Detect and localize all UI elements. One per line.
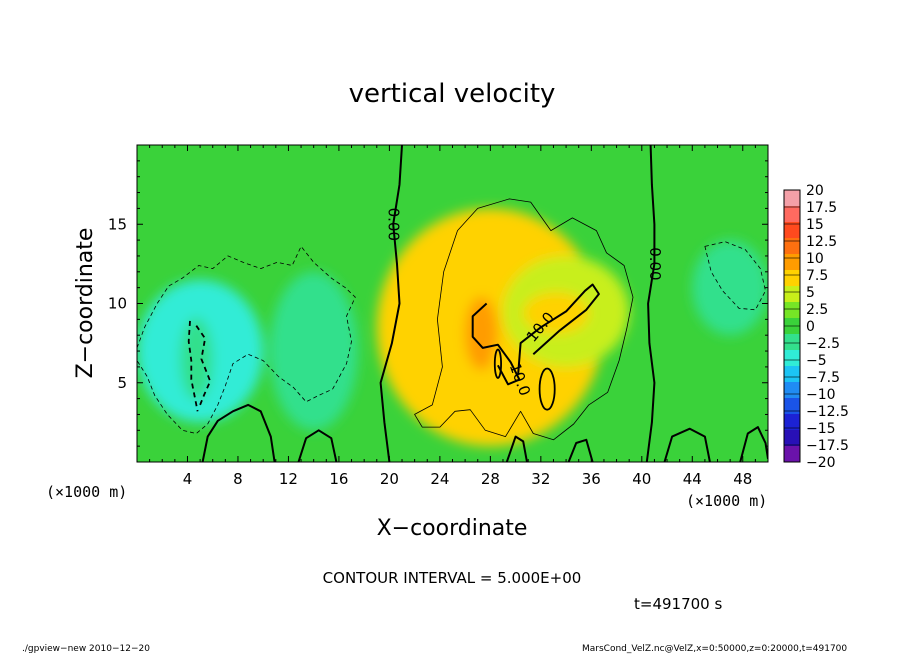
- colorbar-label: −10: [806, 387, 836, 403]
- contour-neg-thick-0: [195, 325, 212, 409]
- colorbar-swatch: [784, 222, 800, 239]
- x-axis-label: X−coordinate: [377, 516, 528, 541]
- contour-zero-1: [645, 145, 656, 462]
- contour-label-1: 0.00: [646, 247, 664, 280]
- y-tick-label: 15: [108, 215, 127, 233]
- contour-label-0: 0.00: [385, 208, 403, 241]
- colorbar-label: −17.5: [806, 438, 849, 454]
- colorbar-swatch: [784, 206, 800, 223]
- chart-title: vertical velocity: [349, 79, 556, 109]
- contour-ten-1: [517, 283, 600, 375]
- time-stamp: t=491700 s: [634, 595, 722, 613]
- contour-neg-thick-1: [187, 320, 199, 412]
- colorbar-label: −15: [806, 421, 836, 437]
- x-tick-label: 8: [233, 470, 243, 488]
- x-tick-label: 28: [481, 470, 500, 488]
- colorbar-label: 7.5: [806, 268, 828, 284]
- y-tick-label: 10: [108, 295, 127, 313]
- colorbar-swatch: [784, 366, 800, 383]
- colorbar-label: −7.5: [806, 370, 840, 386]
- contour-ground-4: [505, 435, 528, 462]
- colorbar-swatch: [784, 350, 800, 367]
- contour-loop-1: [538, 367, 556, 411]
- contour-zero-0: [379, 145, 403, 462]
- colorbar-label: −2.5: [806, 336, 840, 352]
- contour-ground-2: [663, 427, 711, 462]
- field-blob-8: [269, 271, 358, 431]
- colorbar-swatch: [784, 286, 800, 303]
- colorbar-swatch: [784, 238, 800, 255]
- colorbar-label: 12.5: [806, 234, 837, 250]
- colorbar-label: −12.5: [806, 404, 849, 420]
- footer-left: ./gpview−new 2010−12−20: [22, 644, 150, 654]
- contour-ten-0: [471, 302, 521, 386]
- colorbar-swatch: [784, 190, 800, 207]
- contour-interval-text: CONTOUR INTERVAL = 5.000E+00: [323, 569, 582, 587]
- colorbar-label: 0: [806, 319, 815, 335]
- x-tick-label: 40: [632, 470, 651, 488]
- y-axis-label: Z−coordinate: [73, 228, 98, 379]
- contour-neg-0: [137, 246, 356, 434]
- colorbar-swatch: [784, 398, 800, 415]
- colorbar-swatch: [784, 334, 800, 351]
- x-tick-label: 36: [582, 470, 601, 488]
- contour-ground-0: [201, 403, 276, 462]
- contour-ground-3: [739, 426, 768, 462]
- footer-right: MarsCond_VelZ.nc@VelZ,x=0:50000,z=0:2000…: [582, 644, 847, 654]
- x-tick-label: 44: [683, 470, 702, 488]
- colorbar-label: 15: [806, 217, 824, 233]
- colorbar-label: 10: [806, 251, 824, 267]
- colorbar-swatch: [784, 430, 800, 447]
- x-unit-label-left: (×1000 m): [46, 483, 127, 501]
- x-tick-label: 24: [430, 470, 449, 488]
- field-blob-7: [179, 317, 213, 401]
- colorbar-swatch: [784, 382, 800, 399]
- y-tick-label: 5: [117, 374, 127, 392]
- colorbar-swatch: [784, 270, 800, 287]
- contour-ground-1: [297, 429, 338, 462]
- colorbar-label: 5: [806, 285, 815, 301]
- colorbar-swatch: [784, 254, 800, 271]
- colorbar-label: −20: [806, 455, 836, 471]
- field-blob-4: [523, 292, 589, 334]
- colorbar-swatch: [784, 446, 800, 463]
- contour-loop-0: [493, 348, 502, 379]
- colorbar-swatch: [784, 414, 800, 431]
- x-unit-label-right: (×1000 m): [686, 492, 767, 510]
- contour-lines: [137, 145, 768, 462]
- contour-neg-1: [704, 241, 766, 311]
- contour-five-0: [414, 198, 634, 441]
- x-tick-label: 32: [531, 470, 550, 488]
- x-tick-label: 48: [733, 470, 752, 488]
- colorbar-label: 17.5: [806, 200, 837, 216]
- x-tick-label: 4: [183, 470, 193, 488]
- field-blob-9: [692, 240, 768, 336]
- x-tick-label: 12: [279, 470, 298, 488]
- x-tick-label: 16: [329, 470, 348, 488]
- colorbar-label: 2.5: [806, 302, 828, 318]
- colorbar: 2017.51512.5107.552.50−2.5−5−7.5−10−12.5…: [783, 183, 849, 471]
- colorbar-label: −5: [806, 353, 827, 369]
- x-tick-label: 20: [380, 470, 399, 488]
- x-axis-ticks: 4 8 12 16 20 24 28 32 36 40 44 48: [149, 145, 756, 488]
- colorbar-swatch: [784, 302, 800, 319]
- contour-ground-5: [567, 438, 594, 462]
- y-axis-ticks: 5 10 15: [108, 160, 768, 447]
- colorbar-label: 20: [806, 183, 824, 199]
